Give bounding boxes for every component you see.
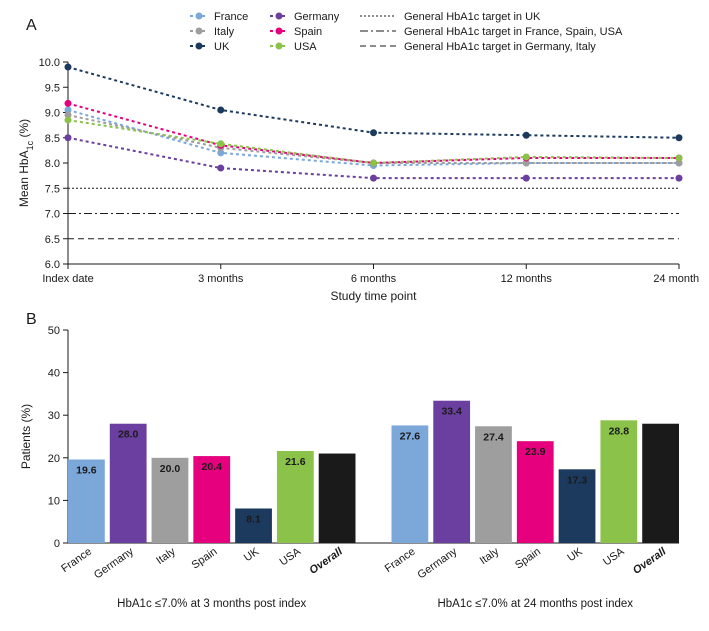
series-line xyxy=(68,115,679,163)
bar-category-label: Overall xyxy=(631,545,669,577)
bar-category-label: UK xyxy=(242,545,262,564)
series-line xyxy=(68,120,679,163)
series-marker xyxy=(523,175,530,182)
y-tick-label: 10.0 xyxy=(39,57,60,69)
panel-b-chart: B 0 10 20 30 40 50 Patients (%) 19.6 France 28.0 Ge… xyxy=(10,310,699,621)
bar-category-label: USA xyxy=(278,545,304,568)
legend-label: USA xyxy=(294,41,317,53)
panel-a-label: A xyxy=(26,17,37,34)
bar-category-label: Italy xyxy=(478,545,502,567)
bar xyxy=(642,424,679,543)
x-axis-label: Study time point xyxy=(330,289,417,303)
bar xyxy=(110,424,147,543)
bar-value: 28.8 xyxy=(609,425,630,437)
y-tick-label: 30 xyxy=(48,410,60,422)
group-title: HbA1c ≤7.0% at 24 months post index xyxy=(437,598,633,610)
bar-value: 27.4 xyxy=(483,431,504,443)
legend-label: General HbA1c target in France, Spain, U… xyxy=(404,26,623,38)
bar-category-label: USA xyxy=(601,545,627,568)
legend-label: General HbA1c target in UK xyxy=(404,11,541,23)
bar-value: 33.4 xyxy=(441,406,462,418)
series-marker xyxy=(65,100,72,107)
bar-category-label: France xyxy=(383,546,418,575)
legend-label: Germany xyxy=(294,11,340,23)
bar xyxy=(319,454,356,543)
y-tick-label: 8.5 xyxy=(45,133,60,145)
legend-label: Spain xyxy=(294,26,322,38)
series-marker xyxy=(370,175,377,182)
panel-b-label: B xyxy=(26,311,37,328)
bar-category-label: Germany xyxy=(92,545,136,581)
bar xyxy=(600,420,637,543)
bar-value: 21.6 xyxy=(285,456,306,468)
x-tick-label: 24 months xyxy=(653,273,699,285)
figure: A 6.0 6.5 7.0 7.5 8.0 8.5 9.0 9.5 10.0 Index date 3… xyxy=(10,10,699,621)
x-tick-label: 3 months xyxy=(198,273,244,285)
series-marker xyxy=(676,175,683,182)
y-tick-label: 10 xyxy=(48,495,60,507)
y-tick-label: 8.0 xyxy=(45,158,60,170)
bar-category-label: Overall xyxy=(307,545,345,577)
bar-category-label: UK xyxy=(565,545,585,564)
series-marker xyxy=(217,140,224,147)
y-tick-label: 6.5 xyxy=(45,234,60,246)
bar-value: 27.6 xyxy=(400,430,421,442)
x-tick-label: 12 months xyxy=(501,273,553,285)
bar-value: 17.3 xyxy=(567,474,588,486)
legend-label: General HbA1c target in Germany, Italy xyxy=(404,41,596,53)
y-axis-label: Patients (%) xyxy=(19,404,33,469)
x-tick-label: 6 months xyxy=(351,273,397,285)
y-tick-label: 9.0 xyxy=(45,108,60,120)
series-marker xyxy=(523,132,530,139)
series-marker xyxy=(370,129,377,136)
y-tick-label: 20 xyxy=(48,453,60,465)
y-tick-label: 6.0 xyxy=(45,259,60,271)
bar xyxy=(433,401,470,543)
series-marker xyxy=(370,160,377,167)
series-marker xyxy=(65,117,72,124)
series-marker xyxy=(65,64,72,71)
panel-a-chart: A 6.0 6.5 7.0 7.5 8.0 8.5 9.0 9.5 10.0 Index date 3… xyxy=(10,10,699,310)
bar-category-label: France xyxy=(59,546,94,575)
y-tick-label: 7.5 xyxy=(45,183,60,195)
bar-value: 20.0 xyxy=(160,463,181,475)
legend-label: UK xyxy=(214,41,230,53)
bar-value: 23.9 xyxy=(525,446,546,458)
series-marker xyxy=(65,134,72,141)
bar xyxy=(475,426,512,543)
bar-value: 28.0 xyxy=(118,429,139,441)
series-line xyxy=(68,67,679,138)
bar-category-label: Germany xyxy=(415,545,459,581)
bar-category-label: Spain xyxy=(513,546,543,572)
legend-label: Italy xyxy=(214,26,235,38)
y-axis-label: Mean HbA1c (%) xyxy=(17,119,35,207)
y-tick-label: 40 xyxy=(48,368,60,380)
series-marker xyxy=(217,165,224,172)
bar-category-label: Spain xyxy=(190,546,220,572)
bar xyxy=(392,425,429,543)
x-tick-label: Index date xyxy=(42,273,93,285)
series-marker xyxy=(676,134,683,141)
y-tick-label: 50 xyxy=(48,325,60,337)
bar-category-label: Italy xyxy=(154,545,178,567)
series-marker xyxy=(676,154,683,161)
series-marker xyxy=(523,153,530,160)
group-title: HbA1c ≤7.0% at 3 months post index xyxy=(117,598,306,610)
y-tick-label: 9.5 xyxy=(45,82,60,94)
series-marker xyxy=(217,106,224,113)
y-tick-label: 0 xyxy=(54,538,60,550)
legend-label: France xyxy=(214,11,248,23)
bar-value: 8.1 xyxy=(246,513,261,525)
bar-value: 20.4 xyxy=(202,461,223,473)
bar-value: 19.6 xyxy=(76,465,97,477)
y-tick-label: 7.0 xyxy=(45,209,60,221)
